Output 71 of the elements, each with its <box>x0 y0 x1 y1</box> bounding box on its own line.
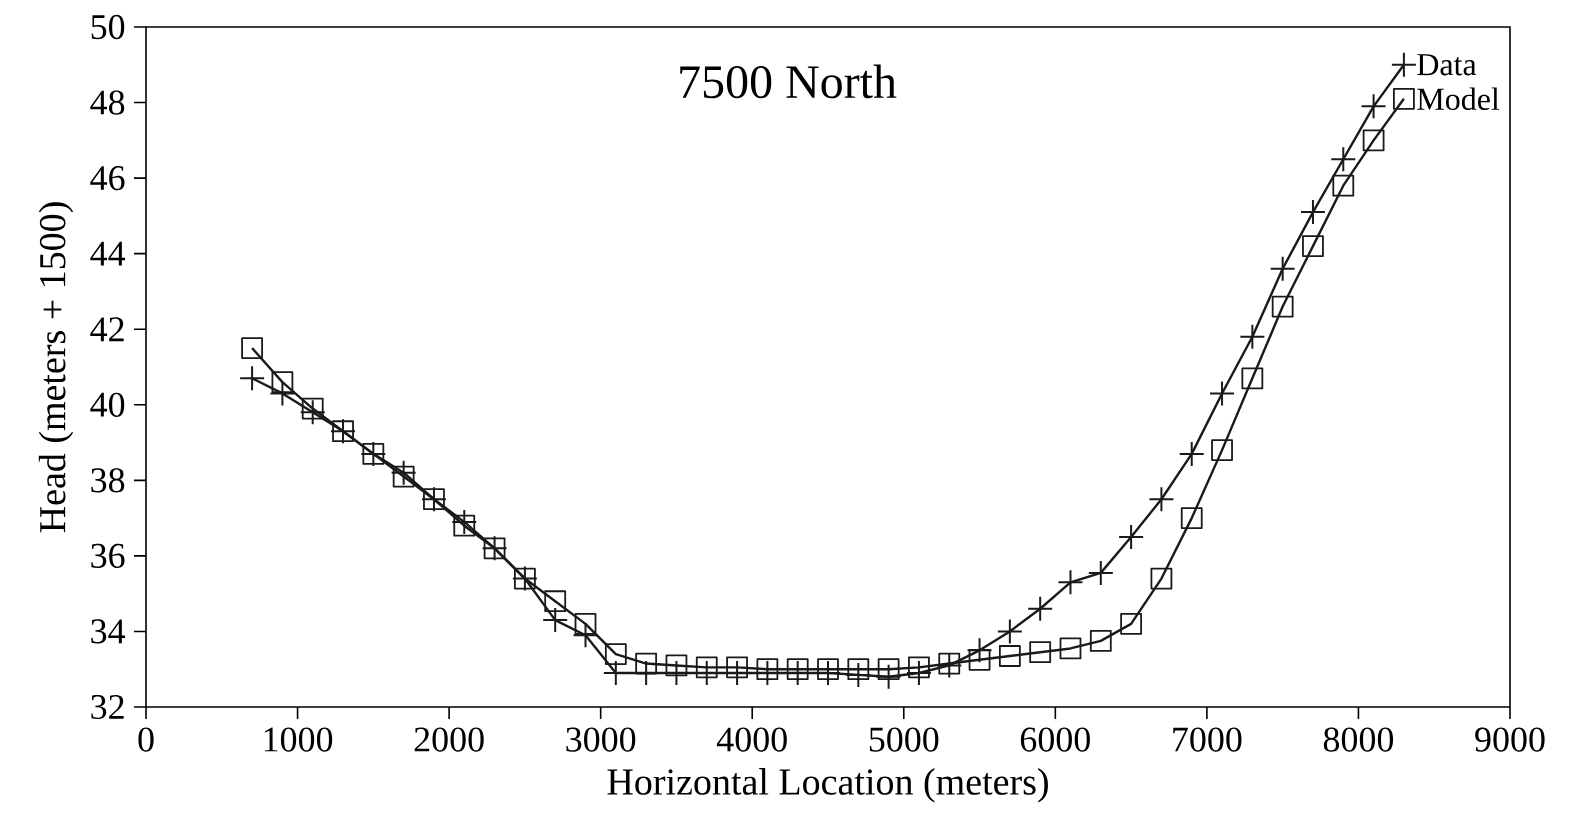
point <box>1332 174 1355 197</box>
point <box>877 658 900 681</box>
point <box>301 397 324 420</box>
x-tick-label: 6000 <box>1020 727 1090 752</box>
point <box>543 608 568 633</box>
y-tick-label: 32 <box>91 694 124 720</box>
point <box>1120 612 1143 635</box>
point <box>1331 147 1356 172</box>
series-label: Data <box>1417 54 1477 76</box>
point <box>847 658 870 681</box>
point <box>1028 596 1053 621</box>
point <box>695 656 718 679</box>
y-tick-label: 48 <box>90 90 125 115</box>
point <box>635 652 658 675</box>
y-tick-label: 40 <box>90 392 125 417</box>
point <box>1089 629 1112 652</box>
point <box>392 465 415 488</box>
point <box>453 514 476 537</box>
y-axis-title: Head (meters + 1500) <box>38 202 74 533</box>
text: 7500 North <box>680 64 897 99</box>
x-axis-title: Horizontal Location (meters) <box>607 768 1048 803</box>
point <box>240 366 265 391</box>
point <box>726 656 748 679</box>
x-tick-label: 0 <box>138 727 154 752</box>
point <box>665 654 688 677</box>
x-tick-label: 4000 <box>716 727 787 752</box>
point <box>1119 525 1144 549</box>
y-tick-label: 46 <box>90 166 125 191</box>
point <box>574 612 597 635</box>
y-tick-label: 42 <box>90 317 124 342</box>
x-tick-label: 5000 <box>869 727 939 752</box>
point <box>1210 381 1235 406</box>
x-tick-label: 3000 <box>566 727 636 752</box>
point <box>1361 94 1386 119</box>
y-tick-label: 36 <box>91 543 125 568</box>
point <box>1211 439 1233 462</box>
point <box>1180 507 1203 530</box>
point <box>241 337 263 360</box>
point <box>1271 295 1294 318</box>
point <box>1391 52 1416 77</box>
series-label: Model <box>1417 87 1500 111</box>
x-tick-label: 2000 <box>414 727 484 752</box>
y-tick-label: 38 <box>91 468 125 493</box>
y-tick-label: 44 <box>90 241 126 266</box>
point <box>1240 324 1265 349</box>
point <box>997 619 1022 644</box>
x-tick-label: 8000 <box>1323 727 1394 752</box>
x-tick-label: 7000 <box>1173 727 1242 752</box>
y-tick-label: 50 <box>91 14 125 40</box>
x-tick-label: 9000 <box>1475 727 1545 752</box>
point <box>544 590 567 613</box>
point <box>1302 235 1324 258</box>
point <box>968 648 991 671</box>
point <box>1241 367 1264 390</box>
point <box>1393 87 1415 110</box>
point <box>1150 567 1173 590</box>
point <box>1300 200 1325 225</box>
point <box>908 656 930 679</box>
point <box>271 371 294 394</box>
point <box>1058 570 1083 595</box>
point <box>1088 560 1113 585</box>
point <box>1059 637 1082 660</box>
point <box>998 645 1021 667</box>
point <box>604 643 627 666</box>
point <box>1270 256 1295 281</box>
point <box>1029 641 1052 664</box>
x-tick-label: 1000 <box>264 727 333 752</box>
point <box>1149 487 1174 512</box>
point <box>1362 129 1385 152</box>
point <box>1179 441 1204 466</box>
y-tick-label: 34 <box>91 619 126 644</box>
